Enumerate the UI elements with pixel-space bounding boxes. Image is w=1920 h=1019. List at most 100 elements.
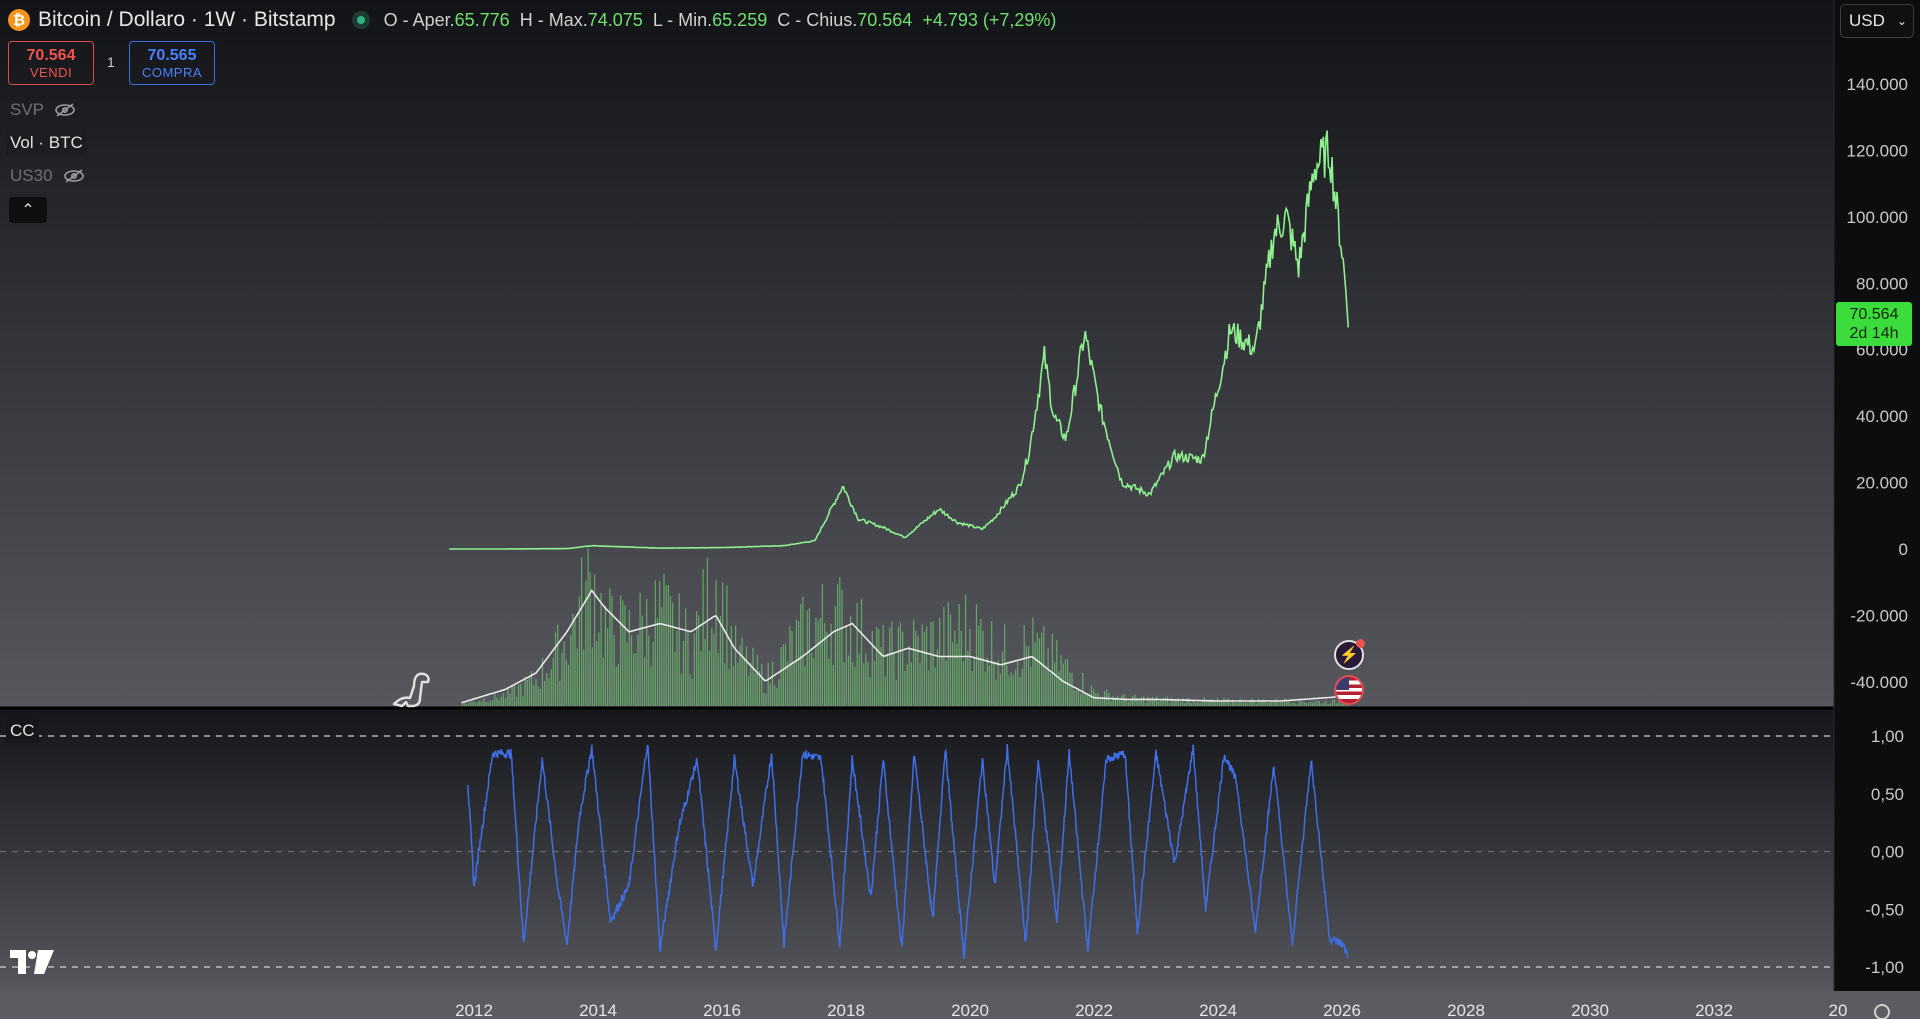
volume-bar [832, 664, 834, 706]
volume-bar [1188, 698, 1190, 706]
volume-bar [1069, 672, 1071, 706]
volume-bar [465, 703, 468, 706]
volume-bar [960, 630, 962, 706]
volume-bar [1229, 702, 1231, 706]
volume-bar [483, 698, 485, 706]
sell-button[interactable]: 70.564 VENDI [8, 41, 94, 85]
volume-bar [472, 701, 474, 706]
volume-bar [1227, 697, 1229, 706]
volume-bar [676, 630, 678, 706]
volume-bar [1255, 703, 1257, 706]
volume-bar [839, 577, 841, 706]
volume-bar [1277, 702, 1279, 706]
volume-bar [659, 581, 661, 706]
volume-bar [748, 676, 750, 706]
hidden-eye-icon[interactable] [63, 169, 85, 183]
volume-bar [1225, 699, 1227, 706]
volume-bar [871, 630, 873, 706]
time-tick-label: 2012 [455, 1001, 493, 1019]
volume-bar [531, 671, 533, 706]
change-value: +4.793 (+7,29%) [922, 9, 1057, 30]
volume-bar [991, 621, 993, 706]
volume-bar [897, 626, 899, 706]
volume-bar [915, 630, 917, 706]
symbol-header: ₿ Bitcoin / Dollaro · 1W · Bitstamp O - … [8, 8, 1056, 32]
price-tick-label: 100.000 [1847, 208, 1908, 227]
volume-bar [845, 625, 847, 706]
volume-bar [691, 678, 693, 706]
volume-bar [947, 602, 949, 706]
volume-bar [819, 618, 821, 706]
indicator-us30[interactable]: US30 [6, 163, 89, 189]
volume-bar [1034, 642, 1036, 706]
volume-bar [1004, 624, 1006, 706]
us30-label: US30 [10, 166, 53, 185]
volume-bar [1086, 695, 1088, 706]
volume-bar [906, 664, 908, 706]
volume-bar [479, 701, 481, 706]
volume-bar [626, 642, 628, 706]
price-tick-label: 80.000 [1856, 274, 1908, 293]
tradingview-logo-icon[interactable] [10, 950, 56, 976]
volume-bar [1116, 695, 1119, 706]
settings-gear-icon[interactable] [1874, 1004, 1890, 1019]
volume-bar [930, 622, 932, 706]
volume-bar [1212, 699, 1214, 706]
volume-bar [995, 679, 997, 706]
volume-bar [1058, 671, 1060, 706]
volume-bar [570, 634, 572, 706]
symbol-title[interactable]: Bitcoin / Dollaro · 1W · Bitstamp [38, 8, 336, 31]
indicator-vol[interactable]: Vol · BTC [6, 130, 87, 156]
indicator-svp[interactable]: SVP [6, 97, 80, 123]
volume-bar [1238, 699, 1240, 706]
volume-bar [646, 598, 648, 706]
buy-price: 70.565 [147, 46, 197, 64]
volume-bar [700, 651, 702, 706]
volume-bar [630, 635, 633, 706]
volume-bar [776, 687, 778, 706]
volume-ma-line [461, 589, 1348, 704]
volume-bar [535, 679, 537, 706]
hidden-eye-icon[interactable] [54, 103, 76, 117]
spread-value: 1 [107, 54, 115, 70]
volume-bar [505, 698, 507, 706]
lightning-event-icon[interactable]: ⚡ [1334, 639, 1365, 670]
collapse-indicators-button[interactable]: ⌃ [9, 197, 47, 223]
main-pane-bg [0, 0, 1834, 707]
volume-bar [878, 629, 880, 706]
volume-bar [1108, 693, 1110, 706]
currency-selector[interactable]: USD ⌄ [1840, 4, 1914, 38]
volume-bar [837, 584, 839, 706]
volume-bar [841, 589, 843, 706]
price-tick-label: 140.000 [1847, 75, 1908, 94]
time-tick-label: 2020 [951, 1001, 989, 1019]
volume-bar [1318, 700, 1320, 706]
market-status-icon[interactable] [351, 11, 370, 29]
volume-bar [850, 616, 852, 706]
volume-bar [1177, 698, 1179, 706]
volume-bar [1099, 698, 1101, 706]
volume-bar [1192, 699, 1195, 706]
oscillator-label[interactable]: CC [6, 719, 39, 743]
volume-bar [1010, 672, 1012, 706]
volume-bar [800, 603, 802, 706]
volume-bar [1147, 696, 1149, 706]
time-axis-bg [0, 991, 1920, 1019]
volume-bar [1208, 699, 1210, 706]
volume-bar [1175, 698, 1177, 706]
price-tick-label: 0 [1899, 540, 1908, 559]
volume-bar [654, 580, 656, 706]
volume-bar [1051, 633, 1053, 706]
volume-bar [561, 652, 563, 706]
volume-bar [546, 673, 548, 706]
time-tick-label: 2028 [1447, 1001, 1485, 1019]
volume-bar [956, 643, 958, 706]
us-flag-event-icon[interactable] [1334, 675, 1364, 705]
volume-bar [1279, 702, 1281, 706]
volume-bar [1112, 696, 1114, 706]
volume-bar [1247, 703, 1249, 706]
volume-bar [1266, 702, 1268, 706]
volume-bar [461, 702, 463, 706]
buy-button[interactable]: 70.565 COMPRA [129, 41, 215, 85]
